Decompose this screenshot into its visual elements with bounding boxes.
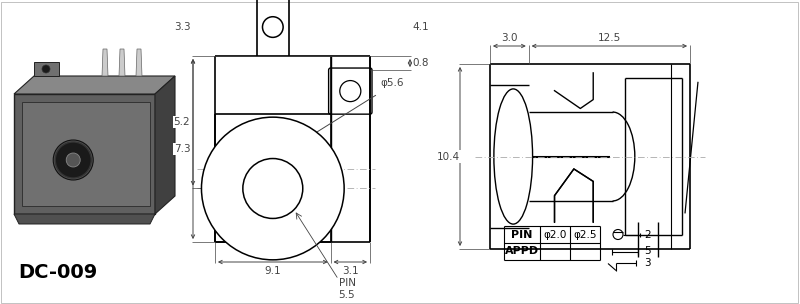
Text: 3.0: 3.0 — [501, 33, 518, 43]
Text: 12.5: 12.5 — [598, 33, 621, 43]
Polygon shape — [119, 49, 125, 76]
Circle shape — [54, 140, 94, 180]
Text: 3.3: 3.3 — [174, 22, 190, 32]
Polygon shape — [155, 76, 175, 214]
Circle shape — [238, 133, 308, 205]
Polygon shape — [14, 214, 155, 224]
Circle shape — [55, 142, 91, 178]
Polygon shape — [22, 102, 150, 206]
Polygon shape — [136, 49, 142, 76]
Text: 9.1: 9.1 — [265, 266, 281, 276]
Text: PIN: PIN — [338, 278, 356, 288]
Text: 5: 5 — [644, 247, 650, 257]
Text: 2: 2 — [644, 230, 650, 240]
Text: 5.5: 5.5 — [338, 290, 355, 300]
Text: φ2.0: φ2.0 — [543, 230, 566, 240]
Text: 7.3: 7.3 — [174, 144, 190, 154]
Polygon shape — [102, 49, 108, 76]
Circle shape — [66, 153, 80, 167]
Circle shape — [202, 117, 344, 260]
Text: φ5.6: φ5.6 — [380, 78, 403, 88]
Circle shape — [257, 153, 289, 185]
Circle shape — [243, 158, 302, 219]
Text: 0.8: 0.8 — [413, 58, 430, 68]
Text: DC-009: DC-009 — [18, 263, 98, 282]
Circle shape — [613, 230, 623, 240]
Circle shape — [42, 65, 50, 73]
Text: 3: 3 — [644, 258, 650, 268]
Text: 10.4: 10.4 — [437, 151, 459, 161]
Circle shape — [340, 81, 361, 102]
Circle shape — [262, 17, 283, 37]
Ellipse shape — [494, 89, 533, 224]
Text: APPD: APPD — [505, 247, 539, 257]
Text: PIN: PIN — [511, 230, 533, 240]
Text: 4.1: 4.1 — [413, 22, 430, 32]
Text: 3.1: 3.1 — [342, 266, 358, 276]
Polygon shape — [34, 62, 59, 76]
Polygon shape — [14, 94, 155, 214]
Text: 5.2: 5.2 — [174, 117, 190, 127]
Text: φ2.5: φ2.5 — [574, 230, 597, 240]
Polygon shape — [14, 76, 175, 94]
FancyBboxPatch shape — [329, 68, 372, 114]
